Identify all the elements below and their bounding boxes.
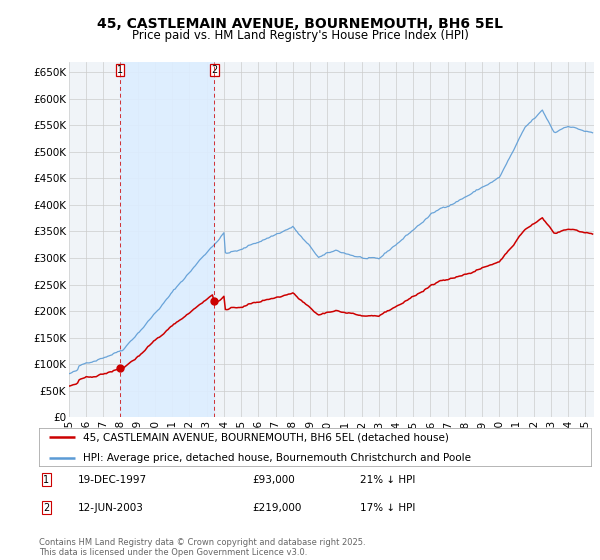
Text: Price paid vs. HM Land Registry's House Price Index (HPI): Price paid vs. HM Land Registry's House … [131,29,469,42]
Text: £219,000: £219,000 [252,503,301,513]
Text: 19-DEC-1997: 19-DEC-1997 [78,475,147,485]
Text: HPI: Average price, detached house, Bournemouth Christchurch and Poole: HPI: Average price, detached house, Bour… [83,453,471,463]
Bar [120,62,214,417]
Text: Contains HM Land Registry data © Crown copyright and database right 2025.
This d: Contains HM Land Registry data © Crown c… [39,538,365,557]
Text: 2: 2 [211,65,218,75]
Text: 45, CASTLEMAIN AVENUE, BOURNEMOUTH, BH6 5EL: 45, CASTLEMAIN AVENUE, BOURNEMOUTH, BH6 … [97,17,503,31]
Text: 21% ↓ HPI: 21% ↓ HPI [360,475,415,485]
Text: £93,000: £93,000 [252,475,295,485]
Text: 17% ↓ HPI: 17% ↓ HPI [360,503,415,513]
Text: 1: 1 [43,475,49,485]
Text: 45, CASTLEMAIN AVENUE, BOURNEMOUTH, BH6 5EL (detached house): 45, CASTLEMAIN AVENUE, BOURNEMOUTH, BH6 … [83,433,449,443]
Text: 12-JUN-2003: 12-JUN-2003 [78,503,144,513]
Text: 2: 2 [43,503,49,513]
Text: 1: 1 [117,65,123,75]
